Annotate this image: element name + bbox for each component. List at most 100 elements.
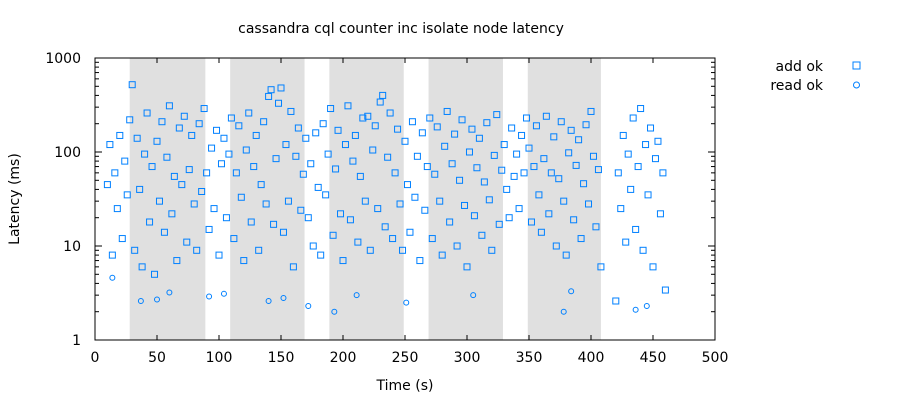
point-add-ok xyxy=(232,169,240,177)
point-read-ok xyxy=(331,308,338,315)
point-add-ok xyxy=(289,263,297,271)
point-add-ok xyxy=(649,263,657,271)
point-read-ok xyxy=(470,292,477,299)
point-add-ok xyxy=(468,125,476,133)
point-add-ok xyxy=(242,146,250,154)
point-add-ok xyxy=(505,214,513,222)
legend: add ok read ok xyxy=(770,59,861,94)
point-add-ok xyxy=(465,148,473,156)
point-add-ok xyxy=(413,152,421,160)
point-add-ok xyxy=(322,191,330,199)
point-read-ok xyxy=(137,297,144,304)
point-read-ok xyxy=(154,296,160,303)
point-add-ok xyxy=(396,200,404,208)
point-add-ok xyxy=(389,235,397,243)
point-add-ok xyxy=(188,131,196,139)
x-tick-label: 250 xyxy=(392,350,419,366)
x-tick-label: 0 xyxy=(91,350,100,366)
point-add-ok xyxy=(550,133,558,141)
point-read-ok xyxy=(166,289,173,296)
point-add-ok xyxy=(237,193,245,201)
point-add-ok xyxy=(597,263,605,271)
point-add-ok xyxy=(173,257,181,265)
point-add-ok xyxy=(354,238,362,246)
point-add-ok xyxy=(364,112,372,120)
point-add-ok xyxy=(292,152,300,160)
legend-marker-add-ok xyxy=(852,61,861,70)
point-add-ok xyxy=(275,99,283,107)
point-read-ok xyxy=(220,290,227,297)
point-add-ok xyxy=(406,228,414,236)
x-tick-label: 100 xyxy=(206,350,233,366)
point-add-ok xyxy=(575,136,583,144)
point-add-ok xyxy=(247,218,255,226)
point-add-ok xyxy=(262,200,270,208)
point-add-ok xyxy=(577,235,585,243)
point-add-ok xyxy=(403,181,411,189)
point-add-ok xyxy=(136,185,144,193)
point-add-ok xyxy=(379,91,387,99)
point-add-ok xyxy=(193,246,201,254)
x-tick-label: 200 xyxy=(330,350,357,366)
point-add-ok xyxy=(656,210,664,218)
point-add-ok xyxy=(594,166,602,174)
point-add-ok xyxy=(461,201,469,209)
point-add-ok xyxy=(116,131,124,139)
point-read-ok xyxy=(206,293,213,300)
point-add-ok xyxy=(183,238,191,246)
point-add-ok xyxy=(651,155,659,163)
point-add-ok xyxy=(287,107,295,115)
plot-frame xyxy=(94,57,716,341)
point-add-ok xyxy=(260,118,268,126)
point-add-ok xyxy=(220,134,228,142)
point-read-ok xyxy=(568,288,575,295)
point-add-ok xyxy=(485,196,493,204)
point-add-ok xyxy=(418,129,426,137)
point-add-ok xyxy=(351,131,359,139)
point-add-ok xyxy=(198,188,206,196)
point-add-ok xyxy=(488,246,496,254)
point-add-ok xyxy=(456,176,464,184)
shaded-region-2 xyxy=(230,58,305,340)
point-add-ok xyxy=(518,131,526,139)
point-add-ok xyxy=(537,228,545,236)
y-axis-label: Latency (ms) xyxy=(7,153,23,245)
x-tick-label: 150 xyxy=(268,350,295,366)
point-add-ok xyxy=(421,206,429,214)
shaded-region-4 xyxy=(428,58,503,340)
point-add-ok xyxy=(592,223,600,231)
point-add-ok xyxy=(451,130,459,138)
point-add-ok xyxy=(399,246,407,254)
point-add-ok xyxy=(103,181,111,189)
y-tick-label: 10 xyxy=(63,239,81,255)
x-tick-label: 300 xyxy=(454,350,481,366)
point-add-ok xyxy=(279,228,287,236)
point-add-ok xyxy=(555,175,563,183)
point-add-ok xyxy=(250,163,258,171)
point-add-ok xyxy=(632,225,640,233)
point-add-ok xyxy=(302,134,310,142)
point-add-ok xyxy=(394,125,402,133)
point-add-ok xyxy=(304,214,312,222)
point-add-ok xyxy=(178,181,186,189)
point-add-ok xyxy=(431,170,439,178)
point-read-ok xyxy=(403,299,410,306)
point-add-ok xyxy=(448,160,456,168)
point-add-ok xyxy=(131,246,139,254)
point-add-ok xyxy=(614,169,622,177)
point-add-ok xyxy=(470,212,478,220)
point-add-ok xyxy=(654,137,662,145)
point-add-ok xyxy=(545,210,553,218)
point-add-ok xyxy=(267,86,275,94)
point-add-ok xyxy=(168,210,176,218)
point-add-ok xyxy=(213,126,221,134)
point-add-ok xyxy=(272,155,280,163)
point-add-ok xyxy=(106,141,114,149)
point-add-ok xyxy=(376,98,384,106)
point-add-ok xyxy=(557,118,565,126)
point-read-ok xyxy=(632,306,639,313)
point-add-ok xyxy=(227,114,235,122)
point-add-ok xyxy=(299,170,307,178)
point-add-ok xyxy=(203,169,211,177)
x-tick-label: 50 xyxy=(148,350,166,366)
